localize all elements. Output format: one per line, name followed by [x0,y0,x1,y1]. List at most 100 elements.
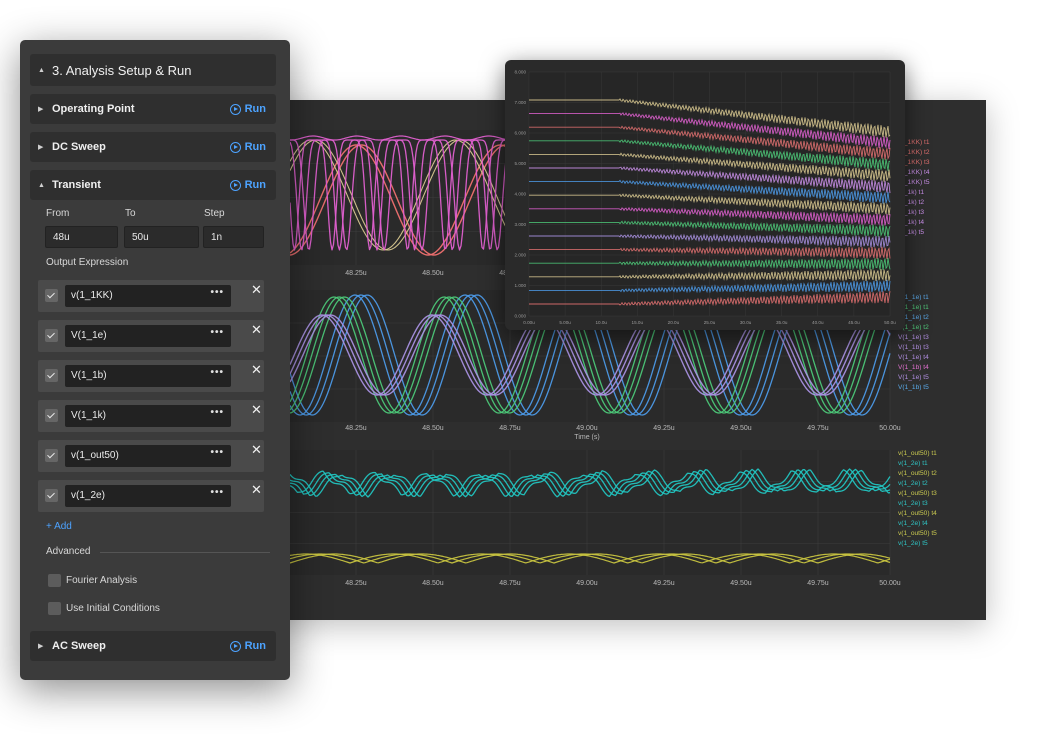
run-label: Run [244,640,266,652]
expression-row: v(1_2e) ••• [38,480,264,512]
more-options-icon[interactable]: ••• [210,407,224,418]
initial-conditions-checkbox[interactable] [48,602,61,615]
x-tick-label: 0.00u [523,320,535,325]
operating-point-run-button[interactable]: Run [229,103,266,115]
inset-trace [529,257,891,270]
expression-input[interactable]: V(1_1b) ••• [65,365,231,387]
add-expression-link[interactable]: + Add [46,521,72,532]
play-circle-icon [229,103,241,115]
legend-entry: V(1_1e) t1 [898,294,929,301]
legend-entry: (1_1KK) t4 [898,169,930,176]
y-tick-label: 4.000 [515,192,527,197]
run-label: Run [244,103,266,115]
x-tick-label: 50.0u [884,320,896,325]
expression-text: v(1_2e) [71,490,105,501]
inset-trace [529,139,891,171]
expression-input[interactable]: V(1_1e) ••• [65,325,231,347]
inset-trace [529,193,891,216]
more-options-icon[interactable]: ••• [210,327,224,338]
legend-entry: V(1_1b) t5 [898,384,929,391]
expression-input[interactable]: V(1_1k) ••• [65,405,231,427]
to-input[interactable]: 50u [124,226,199,248]
transient-header[interactable]: ▲ Transient Run [30,170,276,200]
expression-row: V(1_1e) ••• [38,320,264,352]
legend-entry: (1_1k) t1 [898,189,924,196]
expand-icon: ▶ [38,106,44,113]
x-tick-label: 35.0u [776,320,788,325]
x-tick-label: 49.25u [653,425,675,432]
x-tick-label: 50.00u [879,580,901,587]
inset-trace [529,112,891,150]
legend-entry: (1_1k) t3 [898,209,924,216]
expression-input[interactable]: v(1_2e) ••• [65,485,231,507]
expression-checkbox[interactable] [45,409,58,422]
inset-trace [529,233,891,248]
more-options-icon[interactable]: ••• [210,447,224,458]
legend-entry: v(1_out50) t2 [898,470,937,477]
ac-sweep-header[interactable]: ▶ AC Sweep Run [30,631,276,661]
x-axis-label: Time (s) [574,434,599,441]
expression-input[interactable]: v(1_1KK) ••• [65,285,231,307]
y-tick-label: 8.000 [515,70,527,75]
remove-expression-icon[interactable]: ✕ [251,362,262,377]
expression-checkbox[interactable] [45,289,58,302]
x-tick-label: 48.75u [499,580,521,587]
step-input[interactable]: 1n [203,226,264,248]
x-tick-label: 40.0u [812,320,824,325]
more-options-icon[interactable]: ••• [210,287,224,298]
dc-sweep-header[interactable]: ▶ DC Sweep Run [30,132,276,162]
legend-entry: v(1_2e) t3 [898,500,928,507]
inset-trace [529,291,891,307]
more-options-icon[interactable]: ••• [210,487,224,498]
y-tick-label: 0.000 [515,314,527,319]
x-tick-label: 49.75u [807,580,829,587]
legend-entry: v(1_2e) t4 [898,520,928,527]
from-label: From [46,208,70,219]
inset-trace [529,98,891,138]
expression-input[interactable]: v(1_out50) ••• [65,445,231,467]
expression-checkbox[interactable] [45,449,58,462]
remove-expression-icon[interactable]: ✕ [251,282,262,297]
operating-point-header[interactable]: ▶ Operating Point Run [30,94,276,124]
legend-entry: v(1_2e) t2 [898,480,928,487]
remove-expression-icon[interactable]: ✕ [251,402,262,417]
dc-sweep-run-button[interactable]: Run [229,141,266,153]
analysis-setup-panel: ▲ 3. Analysis Setup & Run ▶ Operating Po… [20,40,290,680]
transient-label: Transient [52,179,101,191]
inset-trace [529,279,891,294]
remove-expression-icon[interactable]: ✕ [251,482,262,497]
waveform-trace [289,469,891,498]
waveform-trace [289,314,891,396]
x-tick-label: 49.00u [576,580,598,587]
initial-conditions-label: Use Initial Conditions [66,603,160,614]
expression-row: V(1_1k) ••• [38,400,264,432]
more-options-icon[interactable]: ••• [210,367,224,378]
fourier-analysis-checkbox[interactable] [48,574,61,587]
inset-trace [529,179,891,204]
analysis-setup-header[interactable]: ▲ 3. Analysis Setup & Run [30,54,276,86]
from-input[interactable]: 48u [45,226,118,248]
play-circle-icon [229,141,241,153]
expression-row: v(1_out50) ••• [38,440,264,472]
remove-expression-icon[interactable]: ✕ [251,322,262,337]
dc-sweep-label: DC Sweep [52,141,106,153]
overview-plot-window: 0.000 1.000 2.000 3.000 4.000 5.000 6.000 7.000… [505,60,905,330]
transient-run-button[interactable]: Run [229,179,266,191]
inset-trace [529,166,891,194]
expression-text: v(1_1KK) [71,290,113,301]
waveform-trace [289,553,891,564]
expression-text: V(1_1e) [71,330,107,341]
to-label: To [125,208,136,219]
expand-icon: ▶ [38,643,44,650]
analysis-setup-title: 3. Analysis Setup & Run [52,62,192,78]
expression-checkbox[interactable] [45,489,58,502]
x-tick-label: 48.50u [422,270,444,277]
y-tick-label: 5.000 [515,161,527,166]
inset-trace [529,246,891,260]
legend-entry: (1_1KK) t3 [898,159,930,166]
remove-expression-icon[interactable]: ✕ [251,442,262,457]
expression-text: v(1_out50) [71,450,119,461]
ac-sweep-run-button[interactable]: Run [229,640,266,652]
expression-checkbox[interactable] [45,369,58,382]
expression-checkbox[interactable] [45,329,58,342]
